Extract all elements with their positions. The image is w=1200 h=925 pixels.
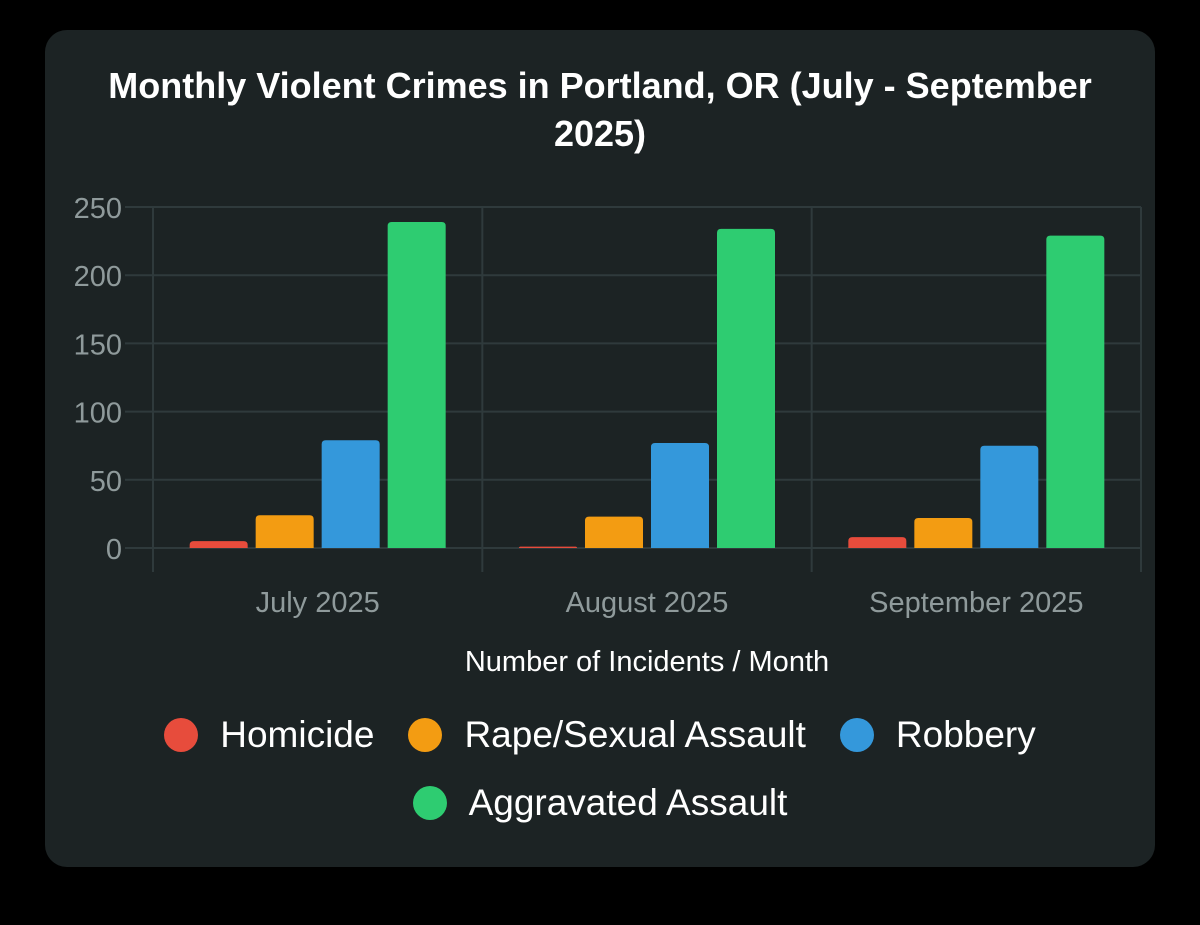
tick-labels: 0 50 100 150 200 250 July 2025 August 2025 Septe… bbox=[74, 193, 1084, 619]
y-tick-label-100: 100 bbox=[74, 398, 122, 430]
legend-item-robbery[interactable]: Robbery bbox=[839, 712, 1036, 758]
bar-homicide-september-2025 bbox=[848, 537, 907, 548]
legend-row-1: Homicide Rape/Sexual Assault Robbery bbox=[0, 712, 1200, 758]
bar-robbery-august-2025 bbox=[651, 442, 709, 548]
legend-item-aggravated-assault[interactable]: Aggravated Assault bbox=[412, 780, 788, 826]
bars bbox=[189, 222, 1105, 549]
legend-swatch-rape-sexual-assault bbox=[408, 718, 443, 752]
legend-label-robbery: Robbery bbox=[895, 714, 1036, 755]
bar-robbery-july-2025 bbox=[321, 440, 380, 548]
chart-title-line-1: Monthly Violent Crimes in Portland, OR (… bbox=[108, 65, 1092, 106]
legend-swatch-homicide bbox=[164, 718, 199, 752]
legend: Homicide Rape/Sexual Assault Robbery Agg… bbox=[0, 712, 1200, 826]
y-tick-label-50: 50 bbox=[90, 466, 122, 498]
chart-card bbox=[45, 30, 1155, 867]
legend-item-homicide[interactable]: Homicide bbox=[164, 712, 374, 758]
chart-title-line-2: 2025) bbox=[553, 113, 647, 154]
x-axis-title: Number of Incidents / Month bbox=[465, 646, 829, 678]
legend-swatch-aggravated-assault bbox=[412, 786, 447, 820]
bar-robbery-september-2025 bbox=[980, 445, 1039, 548]
bar-rape-sexual-assault-september-2025 bbox=[914, 517, 973, 548]
y-tick-label-200: 200 bbox=[74, 261, 122, 293]
legend-label-rape-sexual-assault: Rape/Sexual Assault bbox=[464, 714, 806, 755]
y-tick-label-250: 250 bbox=[74, 193, 122, 225]
bar-aggravated-assault-august-2025 bbox=[717, 228, 775, 548]
x-tick-label-july-2025: July 2025 bbox=[256, 587, 380, 619]
y-tick-label-150: 150 bbox=[74, 329, 122, 361]
x-tick-label-august-2025: August 2025 bbox=[566, 587, 729, 619]
chart-title: Monthly Violent Crimes in Portland, OR (… bbox=[0, 62, 1200, 158]
legend-item-rape-sexual-assault[interactable]: Rape/Sexual Assault bbox=[408, 712, 806, 758]
bar-homicide-july-2025 bbox=[189, 541, 248, 548]
bar-homicide-august-2025 bbox=[519, 546, 577, 548]
legend-row-2: Aggravated Assault bbox=[0, 780, 1200, 826]
bar-rape-sexual-assault-august-2025 bbox=[585, 516, 643, 548]
legend-swatch-robbery bbox=[839, 718, 874, 752]
legend-label-homicide: Homicide bbox=[220, 714, 375, 755]
bar-aggravated-assault-july-2025 bbox=[387, 222, 446, 548]
x-tick-label-september-2025: September 2025 bbox=[869, 587, 1083, 619]
y-tick-label-0: 0 bbox=[106, 534, 122, 566]
bar-rape-sexual-assault-july-2025 bbox=[255, 515, 314, 548]
legend-label-aggravated-assault: Aggravated Assault bbox=[468, 782, 788, 823]
bar-aggravated-assault-september-2025 bbox=[1046, 235, 1105, 549]
